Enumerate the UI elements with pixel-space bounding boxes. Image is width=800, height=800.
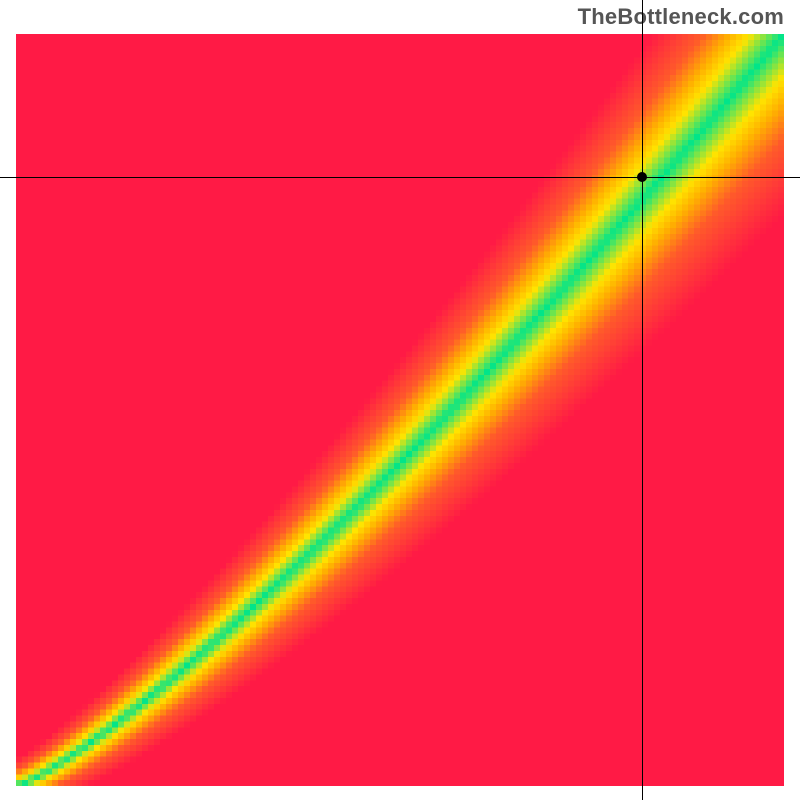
crosshair-vertical (642, 0, 643, 800)
crosshair-horizontal (0, 177, 800, 178)
crosshair-marker (637, 172, 647, 182)
chart-container: { "watermark": { "text": "TheBottleneck.… (0, 0, 800, 800)
heatmap-canvas (16, 34, 784, 786)
watermark-text: TheBottleneck.com (578, 4, 784, 30)
heatmap-plot (16, 34, 784, 786)
